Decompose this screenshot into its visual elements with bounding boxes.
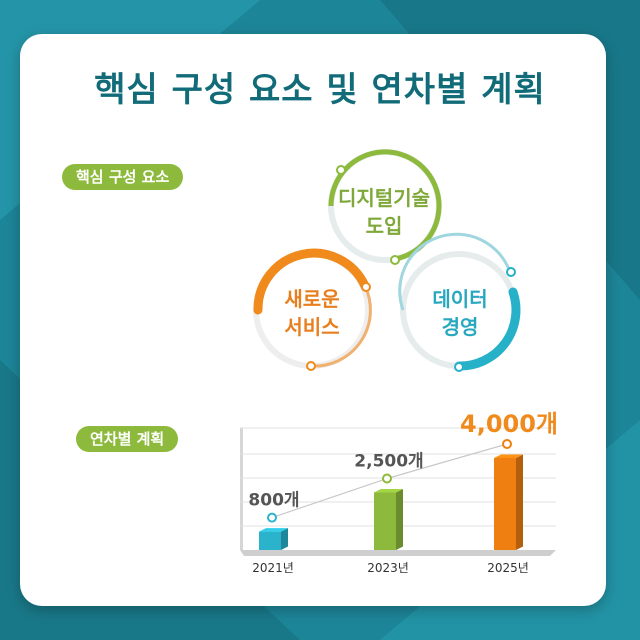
page-title: 핵심 구성 요소 및 연차별 계획 [94,70,546,110]
annual-plan-label: 연차별 계획 [76,426,179,452]
trend-marker [502,439,512,449]
component-service-label: 새로운 서비스 [252,285,372,341]
x-tick-label: 2021년 [252,561,294,575]
data-label: 4,000개 [460,410,558,438]
chart-trend-line [267,439,512,523]
component-digital-line1: 디지털기술 [338,186,430,210]
component-digital-label: 디지털기술 도입 [324,184,444,240]
chart-x-axis [240,550,556,556]
ring-service [253,248,372,371]
bar-0 [259,528,288,550]
chart-y-axis [240,428,243,550]
bar-2 [494,454,523,550]
data-label: 800개 [248,491,299,511]
component-service-line2: 서비스 [284,315,340,339]
component-data-line2: 경영 [441,315,479,339]
data-label: 2,500개 [354,452,423,472]
component-data-line1: 데이터 [432,287,488,311]
chart-bars [259,454,523,550]
component-data-label: 데이터 경영 [400,285,520,341]
component-service-line1: 새로운 [284,287,340,311]
trend-marker [382,473,392,484]
ring-digital [328,149,442,265]
x-tick-label: 2023년 [367,561,409,575]
bar-1 [374,489,403,550]
core-components-label: 핵심 구성 요소 [62,164,184,190]
trend-marker [267,512,277,523]
chart-labels: 2021년 800개 2023년 2,500개 2025년 4,000개 [248,410,558,575]
component-digital-line2: 도입 [365,214,403,238]
ring-data [398,232,521,372]
x-tick-label: 2025년 [487,561,529,575]
